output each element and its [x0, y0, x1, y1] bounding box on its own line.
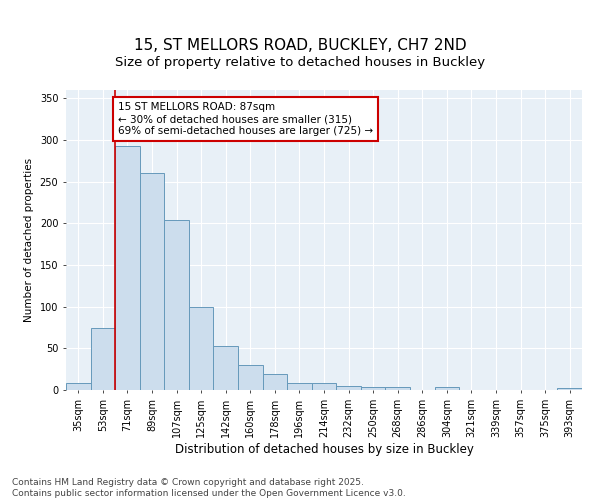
Bar	[263, 374, 287, 390]
Bar	[312, 384, 336, 390]
Text: Size of property relative to detached houses in Buckley: Size of property relative to detached ho…	[115, 56, 485, 69]
Bar	[238, 365, 263, 390]
Y-axis label: Number of detached properties: Number of detached properties	[24, 158, 34, 322]
Text: 15, ST MELLORS ROAD, BUCKLEY, CH7 2ND: 15, ST MELLORS ROAD, BUCKLEY, CH7 2ND	[134, 38, 466, 52]
Bar	[164, 220, 189, 390]
Bar	[115, 146, 140, 390]
Bar	[361, 386, 385, 390]
X-axis label: Distribution of detached houses by size in Buckley: Distribution of detached houses by size …	[175, 442, 473, 456]
Bar	[140, 174, 164, 390]
Text: 15 ST MELLORS ROAD: 87sqm
← 30% of detached houses are smaller (315)
69% of semi: 15 ST MELLORS ROAD: 87sqm ← 30% of detac…	[118, 102, 373, 136]
Bar	[287, 384, 312, 390]
Bar	[336, 386, 361, 390]
Bar	[214, 346, 238, 390]
Bar	[385, 386, 410, 390]
Text: Contains HM Land Registry data © Crown copyright and database right 2025.
Contai: Contains HM Land Registry data © Crown c…	[12, 478, 406, 498]
Bar	[66, 384, 91, 390]
Bar	[434, 386, 459, 390]
Bar	[91, 328, 115, 390]
Bar	[557, 388, 582, 390]
Bar	[189, 306, 214, 390]
